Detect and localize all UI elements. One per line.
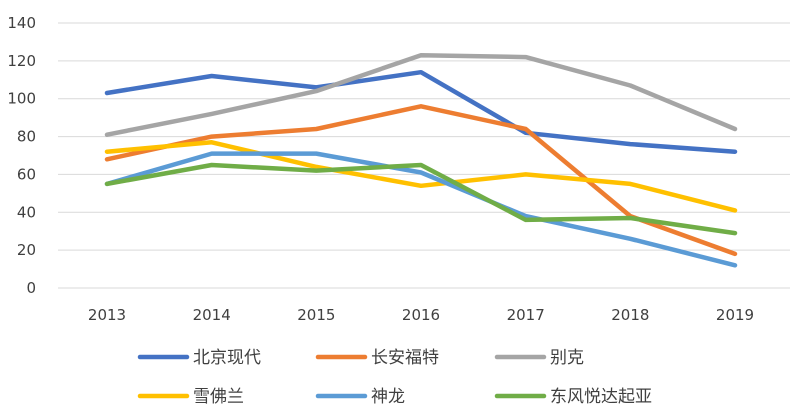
legend-label-5: 东风悦达起亚 <box>550 387 652 407</box>
y-tick-label: 0 <box>26 279 36 297</box>
series-line-2 <box>104 52 738 137</box>
y-tick-label: 120 <box>7 52 36 70</box>
x-tick-label: 2019 <box>716 306 754 324</box>
y-tick-label: 100 <box>7 90 36 108</box>
x-tick-label: 2014 <box>193 306 231 324</box>
legend-label-3: 雪佛兰 <box>193 387 244 407</box>
legend-label-4: 神龙 <box>371 387 405 407</box>
x-axis-tick-labels: 2013 2014 2015 2016 2017 2018 2019 <box>88 306 754 324</box>
x-tick-label: 2013 <box>88 306 126 324</box>
legend-label-1: 长安福特 <box>371 348 439 368</box>
x-tick-label: 2015 <box>297 306 335 324</box>
legend-label-2: 别克 <box>550 348 584 368</box>
y-tick-label: 60 <box>17 165 36 183</box>
series-line-5 <box>104 162 738 236</box>
y-tick-label: 20 <box>17 241 36 259</box>
series-line-0 <box>104 69 738 154</box>
y-tick-label: 40 <box>17 203 36 221</box>
y-axis-tick-labels: 0 20 40 60 80 100 120 140 <box>7 14 36 297</box>
gridlines <box>58 22 790 289</box>
legend-label-0: 北京现代 <box>193 348 261 368</box>
x-tick-label: 2017 <box>507 306 545 324</box>
x-tick-label: 2018 <box>611 306 649 324</box>
series-lines <box>104 52 738 268</box>
series-line-1 <box>104 104 738 257</box>
y-tick-label: 140 <box>7 14 36 32</box>
x-tick-label: 2016 <box>402 306 440 324</box>
series-line-3 <box>104 140 738 213</box>
y-tick-label: 80 <box>17 128 36 146</box>
series-line-4 <box>104 151 738 268</box>
